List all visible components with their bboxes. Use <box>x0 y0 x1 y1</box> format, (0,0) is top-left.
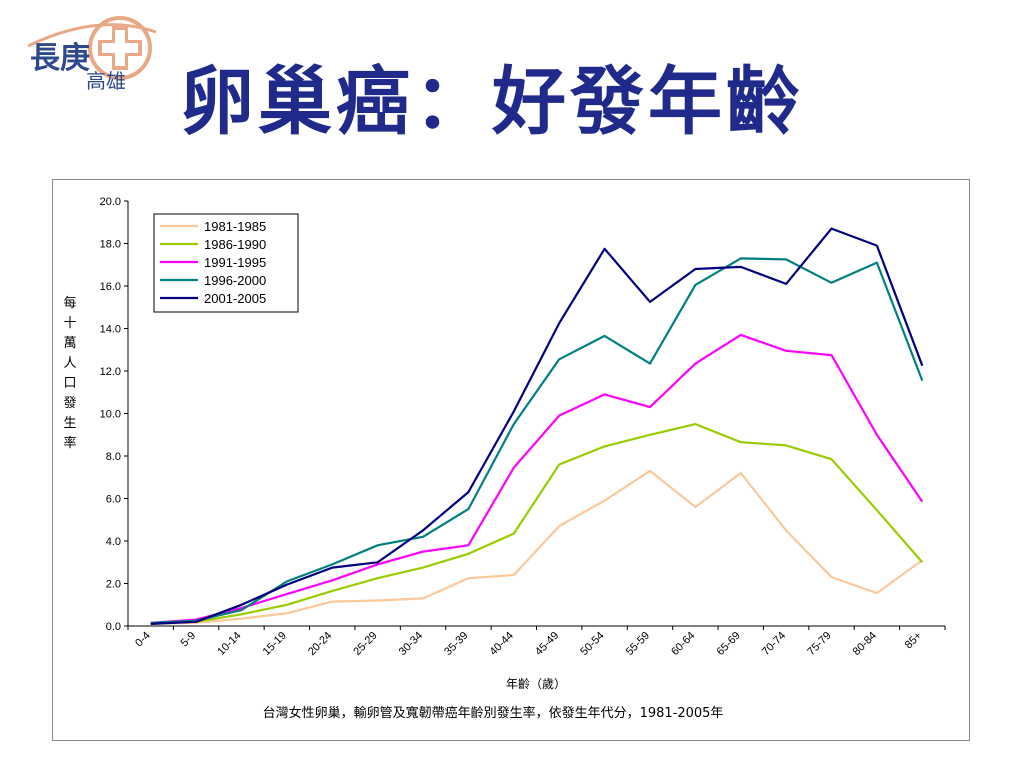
x-tick-label: 55-59 <box>624 630 652 658</box>
x-tick-label: 80-84 <box>851 630 879 658</box>
y-tick-label: 14.0 <box>100 324 121 336</box>
logo-text-bottom: 高雄 <box>86 69 126 93</box>
y-tick-label: 4.0 <box>106 536 121 548</box>
legend-box <box>153 213 299 313</box>
y-axis-label-char: 生 <box>63 416 76 431</box>
y-tick-label: 10.0 <box>100 409 121 421</box>
chart-caption: 台灣女性卵巢，輸卵管及寬韌帶癌年齡別發生率，依發生年代分，1981-2005年 <box>263 705 724 721</box>
series-line-1981-1985 <box>150 469 923 625</box>
y-tick-label: 20.0 <box>100 196 121 208</box>
page-title: 卵巢癌：好發年齡 <box>180 59 804 145</box>
x-tick-label: 85+ <box>903 630 925 652</box>
y-axis-label-char: 發 <box>63 396 76 411</box>
x-tick-label: 70-74 <box>760 630 788 658</box>
x-tick-label: 25-29 <box>351 630 379 658</box>
y-axis-label-char: 口 <box>63 376 76 391</box>
legend-label: 1986-1990 <box>204 237 266 252</box>
x-tick-label: 35-39 <box>442 630 470 658</box>
series-line-1996-2000 <box>150 257 924 624</box>
x-tick-label: 5-9 <box>178 630 198 650</box>
x-tick-label: 50-54 <box>578 630 606 658</box>
chart-container: 0.0 2.0 4.0 6.0 8.0 10.0 12.0 14.0 16.0 18.0 20.0 0… <box>52 179 970 741</box>
y-tick-label: 16.0 <box>100 281 121 293</box>
series-line-1986-1990 <box>150 423 924 625</box>
y-axis-label-char: 每 <box>63 295 76 311</box>
x-tick-label: 60-64 <box>669 630 697 658</box>
x-tick-label: 10-14 <box>215 630 243 658</box>
y-tick-label: 8.0 <box>106 451 121 463</box>
hospital-cross-icon: 長庚 高雄 <box>27 16 157 93</box>
y-tick-label: 12.0 <box>100 366 121 378</box>
y-tick-label: 18.0 <box>100 239 121 251</box>
y-tick-label: 2.0 <box>106 579 121 591</box>
y-axis-label-char: 率 <box>63 435 76 451</box>
logo-text-top: 長庚 <box>30 41 90 76</box>
x-tick-label: 20-24 <box>306 630 334 658</box>
hospital-logo: 長庚 高雄 <box>27 12 160 96</box>
line-chart: 0.0 2.0 4.0 6.0 8.0 10.0 12.0 14.0 16.0 18.0 20.0 0… <box>63 196 946 721</box>
legend-label: 1981-1985 <box>204 219 266 234</box>
y-axis-label-char: 萬 <box>63 336 76 351</box>
series-line-2001-2005 <box>150 227 924 625</box>
x-tick-label: 45-49 <box>533 630 561 658</box>
x-tick-label: 0-4 <box>133 630 153 650</box>
legend-label: 1996-2000 <box>204 273 266 288</box>
x-tick-label: 40-44 <box>488 630 516 658</box>
legend-label: 1991-1995 <box>204 255 266 270</box>
y-axis-label-char: 十 <box>63 316 76 331</box>
x-tick-label: 65-69 <box>714 630 742 658</box>
series-line-1991-1995 <box>150 333 924 624</box>
y-tick-label: 6.0 <box>106 494 121 506</box>
y-tick-label: 0.0 <box>106 621 121 633</box>
legend-label: 2001-2005 <box>204 291 266 306</box>
x-tick-label: 75-79 <box>805 630 833 658</box>
y-axis-label-char: 人 <box>63 356 76 371</box>
x-tick-label: 15-19 <box>261 630 289 658</box>
x-tick-label: 30-34 <box>397 630 425 658</box>
x-axis-title: 年齡（歲） <box>506 677 566 691</box>
